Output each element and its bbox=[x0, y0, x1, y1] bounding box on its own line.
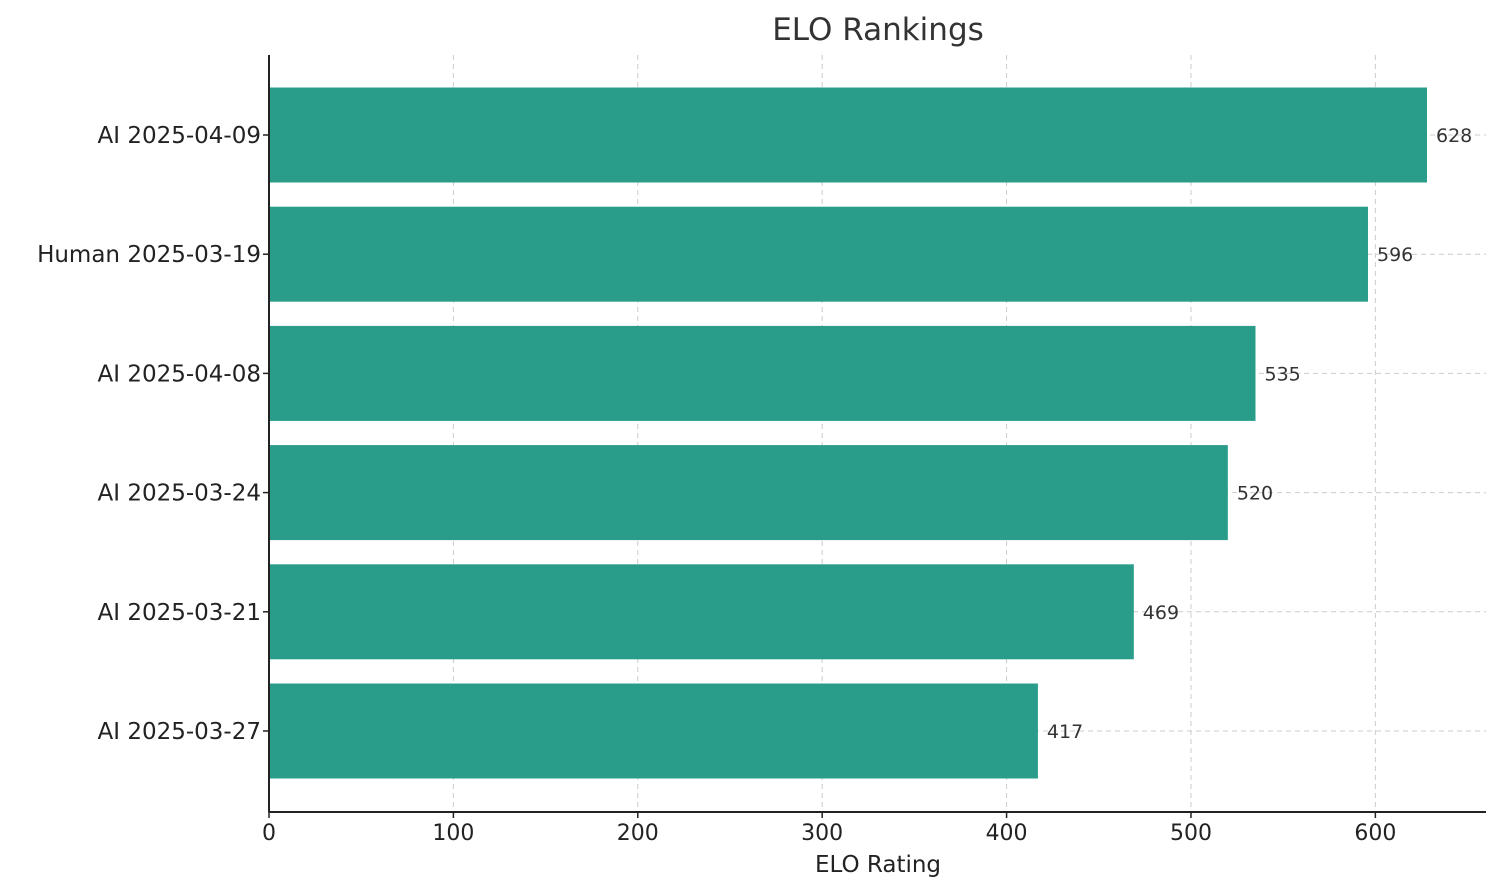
bar bbox=[269, 683, 1038, 779]
bar bbox=[269, 87, 1427, 183]
y-tick-label: AI 2025-03-27 bbox=[98, 719, 262, 745]
bar-value-label: 520 bbox=[1237, 483, 1273, 505]
x-axis-ticks: 0 100 200 300 400 500 600 bbox=[262, 812, 1396, 846]
bars bbox=[269, 87, 1427, 779]
x-tick-label: 300 bbox=[801, 821, 843, 846]
y-tick-label: AI 2025-04-09 bbox=[98, 123, 262, 149]
bar-value-label: 596 bbox=[1377, 244, 1413, 266]
x-tick-label: 500 bbox=[1170, 821, 1212, 846]
x-axis-label: ELO Rating bbox=[815, 852, 941, 878]
chart-title: ELO Rankings bbox=[772, 12, 984, 48]
bar bbox=[269, 564, 1134, 660]
axes bbox=[263, 55, 1486, 813]
x-tick-label: 0 bbox=[262, 821, 276, 846]
y-axis-category-labels: AI 2025-04-09 Human 2025-03-19 AI 2025-04-… bbox=[37, 123, 261, 745]
bar bbox=[269, 206, 1368, 302]
x-tick-label: 400 bbox=[986, 821, 1028, 846]
x-tick-label: 600 bbox=[1354, 821, 1396, 846]
bar-value-label: 417 bbox=[1047, 721, 1083, 743]
y-tick-label: AI 2025-03-21 bbox=[98, 600, 262, 626]
x-tick-label: 100 bbox=[432, 821, 474, 846]
value-labels: 628 596 535 520 469 417 bbox=[1047, 125, 1472, 743]
bar-value-label: 469 bbox=[1143, 602, 1179, 624]
y-tick-label: AI 2025-03-24 bbox=[98, 481, 262, 507]
bar-value-label: 535 bbox=[1265, 363, 1301, 385]
y-tick-label: Human 2025-03-19 bbox=[37, 242, 261, 268]
bar bbox=[269, 325, 1256, 421]
bar-value-label: 628 bbox=[1436, 125, 1472, 147]
x-tick-label: 200 bbox=[617, 821, 659, 846]
bar bbox=[269, 445, 1228, 541]
y-tick-label: AI 2025-04-08 bbox=[98, 361, 262, 387]
